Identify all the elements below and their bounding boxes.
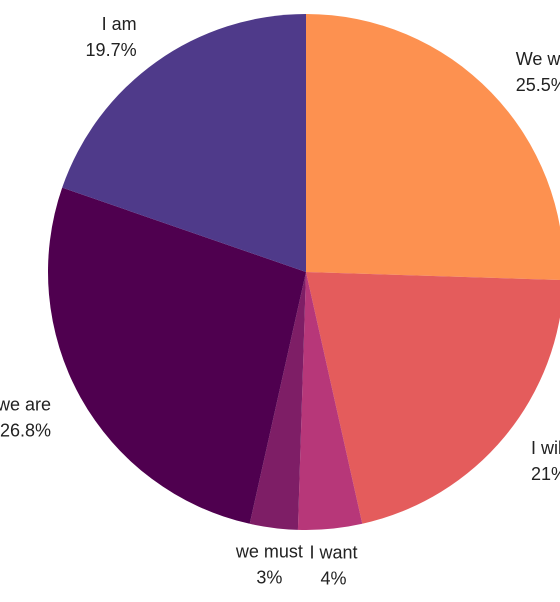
pie-slices [47,14,560,530]
slice-percent-i-want: 4% [320,569,346,589]
slice-label-we-must: we must [235,542,303,562]
pie-slice-we-must [249,272,306,530]
slice-label-we-are: we are [0,394,51,414]
slice-percent-i-will: 21% [531,464,560,484]
pie-slice-we-will [306,14,560,280]
pie-slice-i-am [62,14,307,272]
slice-label-i-want: I want [309,543,357,563]
pie-labels: We will 25.5% I will 21% I want 4% we must 3% we… [0,14,560,589]
slice-label-i-am: I am [102,14,137,34]
pie-slice-i-will [306,272,560,524]
slice-percent-we-must: 3% [256,568,282,588]
pie-slice-i-want [297,272,363,530]
slice-percent-we-are: 26.8% [0,420,51,440]
slice-label-we-will: We will [516,49,560,69]
slice-label-i-will: I will [531,438,560,458]
slice-percent-we-will: 25.5% [516,75,560,95]
pie-slice-we-are [47,187,306,524]
slice-percent-i-am: 19.7% [86,40,137,60]
